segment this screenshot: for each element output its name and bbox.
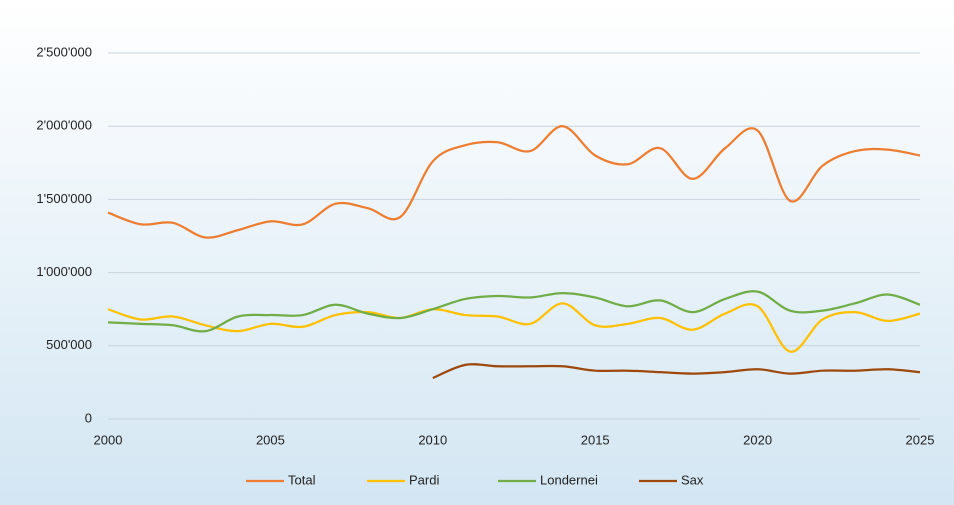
y-tick-label: 500'000 [46, 337, 92, 352]
legend-label: Total [288, 472, 316, 487]
x-tick-label: 2025 [906, 432, 935, 447]
y-tick-label: 1'000'000 [36, 264, 92, 279]
legend-label: Sax [681, 472, 704, 487]
line-series [107, 290, 921, 333]
x-tick-label: 2015 [581, 432, 610, 447]
x-tick-label: 2010 [418, 432, 447, 447]
legend-label: Londernei [540, 472, 598, 487]
legend-label: Pardi [409, 472, 439, 487]
y-tick-label: 0 [85, 410, 92, 425]
line-series [107, 125, 921, 239]
line-series [107, 302, 921, 353]
y-tick-label: 1'500'000 [36, 191, 92, 206]
x-tick-label: 2000 [94, 432, 123, 447]
line-series [432, 363, 921, 380]
x-tick-label: 2005 [256, 432, 285, 447]
y-tick-label: 2'500'000 [36, 44, 92, 59]
x-tick-label: 2020 [743, 432, 772, 447]
y-tick-label: 2'000'000 [36, 118, 92, 133]
